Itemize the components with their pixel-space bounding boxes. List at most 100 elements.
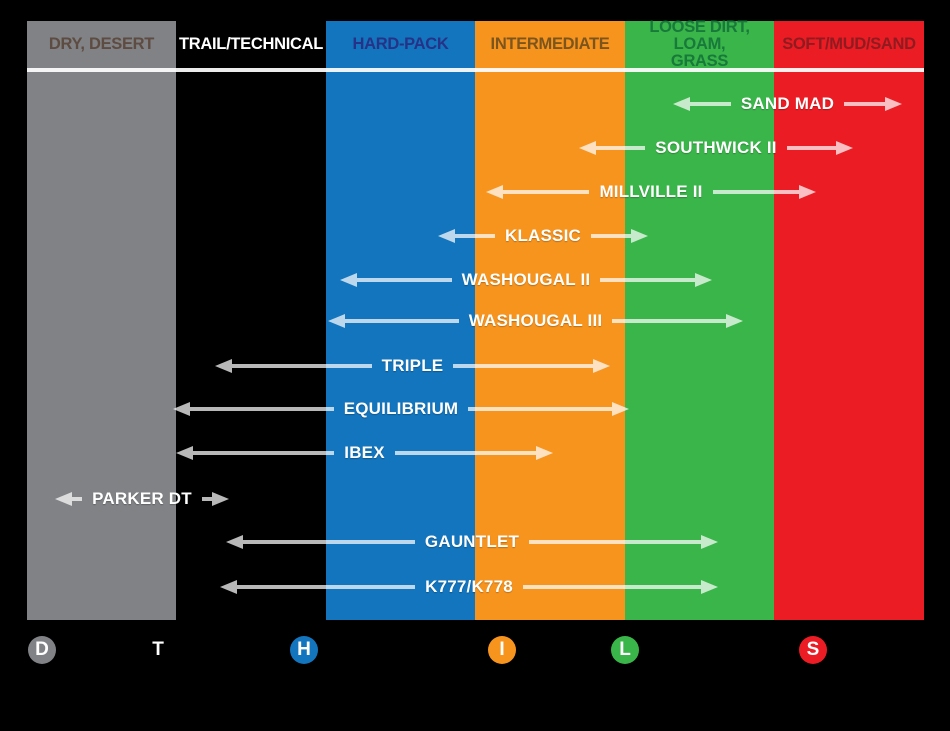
tire-name-label: EQUILIBRIUM bbox=[343, 399, 459, 418]
arrow-shaft bbox=[522, 585, 701, 589]
arrowhead-right-icon bbox=[212, 492, 229, 506]
arrow-shaft bbox=[193, 451, 335, 455]
arrow-shaft bbox=[786, 146, 836, 150]
arrow-shaft bbox=[596, 146, 646, 150]
terrain-badge-d: D bbox=[28, 636, 56, 664]
arrowhead-right-icon bbox=[536, 446, 554, 460]
terrain-badge-i: I bbox=[488, 636, 516, 664]
arrow-shaft bbox=[529, 540, 701, 544]
tire-range-row: K777/K778 bbox=[220, 574, 718, 600]
arrowhead-left-icon bbox=[673, 97, 690, 111]
right-arrow-icon bbox=[468, 402, 629, 416]
arrow-shaft bbox=[237, 585, 416, 589]
left-arrow-icon bbox=[220, 580, 416, 594]
arrowhead-left-icon bbox=[486, 185, 503, 199]
tire-name-label: KLASSIC bbox=[504, 226, 582, 245]
arrow-shaft bbox=[455, 234, 495, 238]
tire-name-label: WASHOUGAL II bbox=[461, 270, 591, 289]
arrowhead-right-icon bbox=[593, 359, 610, 373]
right-arrow-icon bbox=[201, 492, 229, 506]
tire-name-label: TRIPLE bbox=[381, 356, 444, 375]
tire-range-row: GAUNTLET bbox=[226, 529, 718, 555]
arrow-shaft bbox=[394, 451, 537, 455]
arrow-shaft bbox=[844, 102, 885, 106]
arrowhead-left-icon bbox=[226, 535, 243, 549]
right-arrow-icon bbox=[522, 580, 718, 594]
column-header-soft-mud-sand: SOFT/MUD/SAND bbox=[782, 34, 916, 53]
column-header-hard-pack: HARD-PACK bbox=[352, 34, 449, 53]
right-arrow-icon bbox=[612, 314, 744, 328]
tire-range-row: SOUTHWICK II bbox=[579, 135, 853, 161]
arrow-shaft bbox=[690, 102, 731, 106]
right-arrow-icon bbox=[712, 185, 817, 199]
left-arrow-icon bbox=[173, 402, 334, 416]
left-arrow-icon bbox=[215, 359, 372, 373]
header-divider-line bbox=[27, 68, 924, 72]
arrow-shaft bbox=[612, 319, 727, 323]
tire-name-label: IBEX bbox=[344, 443, 385, 462]
terrain-column-soft-mud-sand: SOFT/MUD/SAND bbox=[774, 21, 924, 620]
arrowhead-left-icon bbox=[438, 229, 455, 243]
arrowhead-left-icon bbox=[215, 359, 232, 373]
right-arrow-icon bbox=[786, 141, 853, 155]
tire-name-label: SOUTHWICK II bbox=[655, 138, 777, 157]
left-arrow-icon bbox=[328, 314, 459, 328]
left-arrow-icon bbox=[579, 141, 646, 155]
tire-name-label: SAND MAD bbox=[740, 94, 835, 113]
arrow-shaft bbox=[72, 497, 83, 501]
terrain-column-trail: TRAIL/TECHNICAL bbox=[176, 21, 326, 620]
right-arrow-icon bbox=[844, 97, 902, 111]
left-arrow-icon bbox=[176, 446, 335, 460]
left-arrow-icon bbox=[486, 185, 590, 199]
arrow-shaft bbox=[190, 407, 334, 411]
column-header-intermediate: INTERMEDIATE bbox=[490, 34, 610, 53]
terrain-badge-t: T bbox=[144, 636, 172, 664]
right-arrow-icon bbox=[529, 535, 718, 549]
column-header-dry-desert: DRY, DESERT bbox=[48, 34, 155, 53]
arrow-shaft bbox=[201, 497, 212, 501]
arrow-shaft bbox=[600, 278, 695, 282]
arrowhead-right-icon bbox=[631, 229, 648, 243]
tire-range-row: KLASSIC bbox=[438, 223, 648, 249]
right-arrow-icon bbox=[394, 446, 554, 460]
arrowhead-right-icon bbox=[695, 273, 712, 287]
arrow-shaft bbox=[503, 190, 590, 194]
arrow-shaft bbox=[453, 364, 593, 368]
arrowhead-left-icon bbox=[173, 402, 190, 416]
column-header-loose-dirt: LOOSE DIRT, LOAM, GRASS bbox=[649, 17, 750, 71]
arrow-shaft bbox=[591, 234, 631, 238]
terrain-badge-l: L bbox=[611, 636, 639, 664]
left-arrow-icon bbox=[438, 229, 495, 243]
terrain-column-dry-desert: DRY, DESERT bbox=[27, 21, 176, 620]
tire-range-row: MILLVILLE II bbox=[486, 179, 817, 205]
arrowhead-left-icon bbox=[328, 314, 345, 328]
arrowhead-left-icon bbox=[176, 446, 193, 460]
arrowhead-right-icon bbox=[612, 402, 629, 416]
arrow-shaft bbox=[243, 540, 415, 544]
tire-range-row: IBEX bbox=[176, 440, 554, 466]
terrain-badge-h: H bbox=[290, 636, 318, 664]
arrowhead-left-icon bbox=[579, 141, 596, 155]
left-arrow-icon bbox=[226, 535, 415, 549]
tire-name-label: MILLVILLE II bbox=[599, 182, 703, 201]
left-arrow-icon bbox=[55, 492, 83, 506]
tire-range-row: PARKER DT bbox=[55, 486, 229, 512]
right-arrow-icon bbox=[453, 359, 610, 373]
arrowhead-left-icon bbox=[220, 580, 237, 594]
tire-range-row: SAND MAD bbox=[673, 91, 902, 117]
left-arrow-icon bbox=[340, 273, 452, 287]
arrowhead-left-icon bbox=[340, 273, 357, 287]
arrow-shaft bbox=[468, 407, 612, 411]
tire-range-row: EQUILIBRIUM bbox=[173, 396, 629, 422]
arrow-shaft bbox=[357, 278, 452, 282]
arrowhead-right-icon bbox=[799, 185, 817, 199]
arrow-shaft bbox=[345, 319, 459, 323]
arrowhead-right-icon bbox=[836, 141, 853, 155]
tire-name-label: PARKER DT bbox=[92, 489, 192, 508]
right-arrow-icon bbox=[591, 229, 648, 243]
arrow-shaft bbox=[712, 190, 800, 194]
tire-range-row: TRIPLE bbox=[215, 353, 610, 379]
tire-name-label: WASHOUGAL III bbox=[468, 311, 603, 330]
left-arrow-icon bbox=[673, 97, 731, 111]
tire-range-row: WASHOUGAL III bbox=[328, 308, 744, 334]
